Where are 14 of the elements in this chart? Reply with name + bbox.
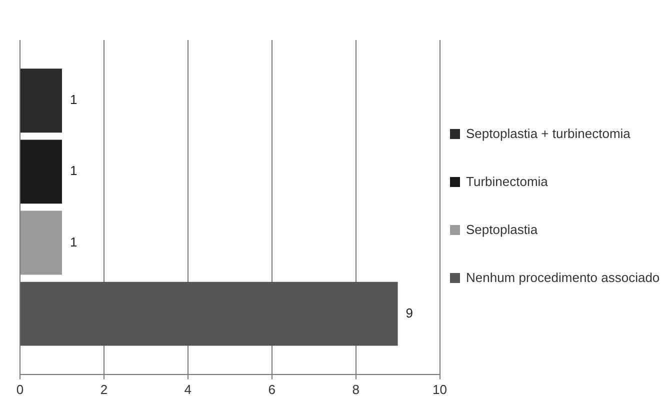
x-tick-label: 10 (432, 382, 448, 397)
x-tick-label: 8 (352, 382, 360, 397)
legend-label: Nenhum procedimento associado (466, 268, 660, 286)
legend-label: Septoplastia + turbinectomia (466, 124, 630, 142)
x-tick-label: 6 (268, 382, 276, 397)
x-tick-label: 4 (184, 382, 192, 397)
x-tick-label: 0 (16, 382, 24, 397)
legend-label: Septoplastia (466, 220, 538, 238)
data-label: 9 (406, 305, 414, 320)
data-label: 1 (70, 234, 78, 250)
data-label: 1 (70, 92, 78, 108)
x-tick-label: 2 (100, 382, 108, 397)
legend-label: Turbinectomia (466, 172, 548, 190)
data-label: 1 (70, 163, 78, 178)
